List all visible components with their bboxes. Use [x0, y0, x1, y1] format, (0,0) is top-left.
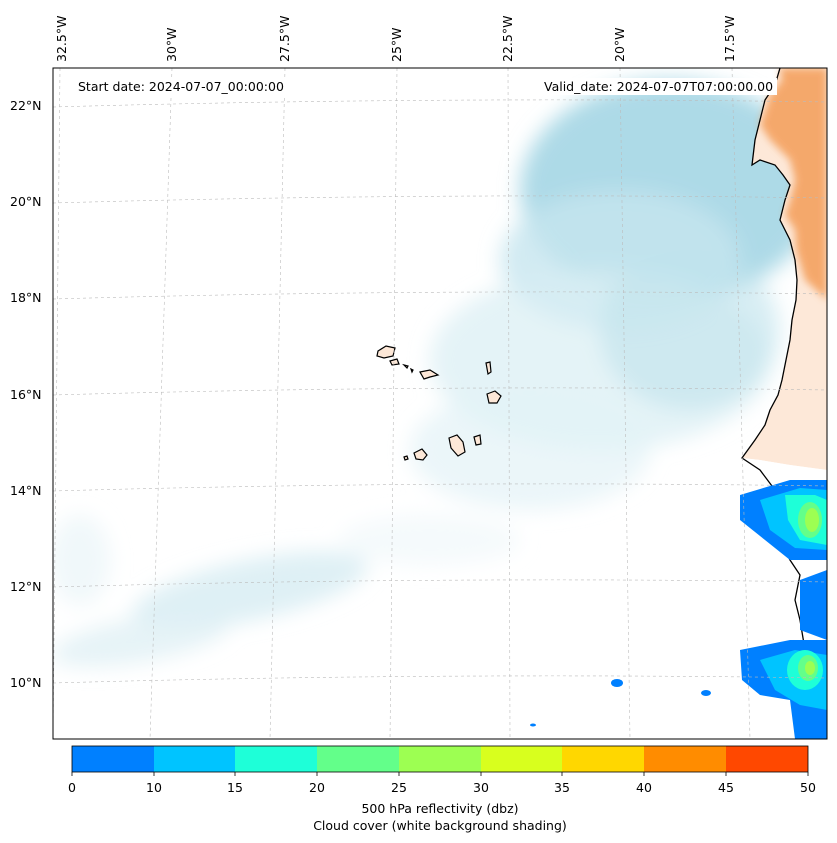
gridlines — [53, 68, 827, 739]
colorbar-tick-label: 10 — [146, 780, 162, 795]
lon-label: 25°W — [389, 27, 404, 62]
colorbar-segment — [644, 746, 726, 772]
colorbar-segment — [317, 746, 399, 772]
cloud-cover-shading — [53, 80, 820, 667]
lat-label: 20°N — [10, 194, 42, 209]
lat-label: 12°N — [10, 579, 42, 594]
colorbar-segment — [562, 746, 644, 772]
lat-label: 14°N — [10, 483, 42, 498]
valid-date-label: Valid_date: 2024-07-07T07:00:00.00 — [540, 78, 778, 95]
colorbar-tick-label: 50 — [800, 780, 816, 795]
colorbar-tick-label: 0 — [68, 780, 76, 795]
lon-label: 30°W — [164, 27, 179, 62]
lat-label: 16°N — [10, 387, 42, 402]
lon-label: 17.5°W — [722, 15, 737, 62]
colorbar-tick-label: 20 — [309, 780, 325, 795]
colorbar-subtitle: Cloud cover (white background shading) — [313, 818, 567, 833]
colorbar-segment — [399, 746, 481, 772]
colorbar-tick-label: 30 — [473, 780, 489, 795]
colorbar-tick-label: 45 — [718, 780, 734, 795]
colorbar — [71, 745, 809, 776]
start-date-label: Start date: 2024-07-07_00:00:00 — [74, 78, 288, 95]
colorbar-tick-label: 35 — [554, 780, 570, 795]
colorbar-tick-label: 40 — [636, 780, 652, 795]
lon-label: 27.5°W — [277, 15, 292, 62]
colorbar-segment — [726, 746, 808, 772]
colorbar-segment — [154, 746, 236, 772]
lon-label: 22.5°W — [500, 15, 515, 62]
lon-label: 20°W — [612, 27, 627, 62]
colorbar-segment — [235, 746, 317, 772]
colorbar-title: 500 hPa reflectivity (dbz) — [361, 801, 519, 816]
lat-label: 18°N — [10, 290, 42, 305]
reflectivity-patches — [530, 480, 827, 739]
colorbar-segment — [72, 746, 154, 772]
colorbar-segment — [481, 746, 563, 772]
lon-label: 32.5°W — [54, 15, 69, 62]
lat-label: 10°N — [10, 675, 42, 690]
colorbar-tick-label: 15 — [227, 780, 243, 795]
lat-label: 22°N — [10, 98, 42, 113]
map-frame — [52, 67, 828, 740]
colorbar-tick-label: 25 — [391, 780, 407, 795]
cape-verde-islands — [376, 345, 502, 461]
